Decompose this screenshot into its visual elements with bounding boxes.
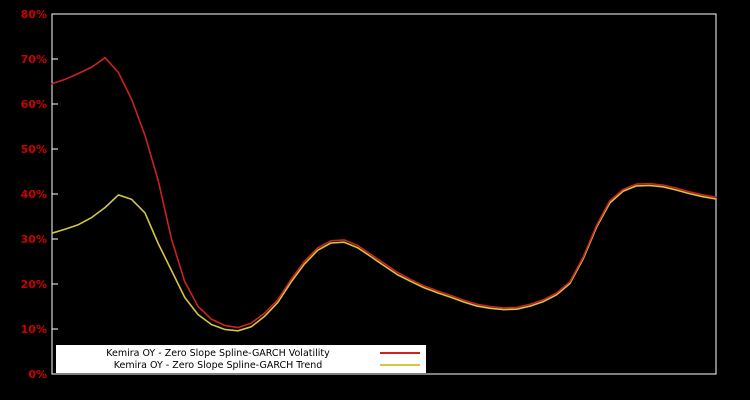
y-axis-label: 40% [21, 188, 47, 201]
legend-item-trend: Kemira OY - Zero Slope Spline-GARCH Tren… [62, 359, 420, 371]
legend-label-volatility: Kemira OY - Zero Slope Spline-GARCH Vola… [106, 347, 330, 359]
y-axis-label: 60% [21, 98, 47, 111]
y-axis-label: 70% [21, 53, 47, 66]
y-axis-label: 0% [28, 368, 47, 381]
trend-line [51, 184, 717, 332]
legend-item-volatility: Kemira OY - Zero Slope Spline-GARCH Vola… [62, 347, 420, 359]
plot-frame [51, 13, 717, 375]
y-axis-label: 50% [21, 143, 47, 156]
y-axis-label: 10% [21, 323, 47, 336]
legend-line-sample-trend [380, 364, 420, 366]
y-axis-label: 30% [21, 233, 47, 246]
y-axis-label: 80% [21, 8, 47, 21]
legend-line-sample-volatility [380, 352, 420, 354]
legend-label-trend: Kemira OY - Zero Slope Spline-GARCH Tren… [113, 359, 323, 371]
volatility-line [51, 56, 717, 329]
y-axis-label: 20% [21, 278, 47, 291]
legend: Kemira OY - Zero Slope Spline-GARCH Vola… [56, 345, 426, 373]
